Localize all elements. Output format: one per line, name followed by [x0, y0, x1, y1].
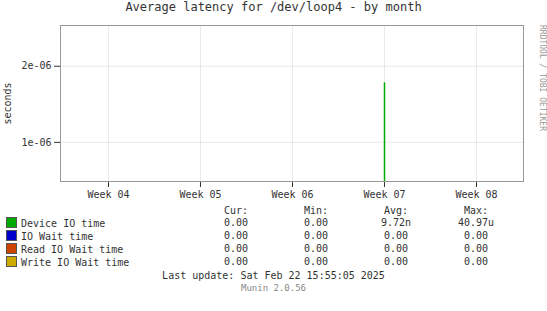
svg-text:1e-06: 1e-06 [21, 137, 51, 148]
html-text:Read IO Wait time: Read IO Wait time [21, 244, 124, 255]
html-text:Last update: Sat Feb 22 15:55:: Last update: Sat Feb 22 15:55:05 2025 [162, 270, 385, 281]
html-text:Avg:: Avg: [384, 205, 408, 216]
html-text:RRDTOOL / TOBI OETIKER: RRDTOOL / TOBI OETIKER [538, 25, 547, 131]
svg-text:Week 04: Week 04 [87, 189, 129, 200]
svg-text:2e-06: 2e-06 [21, 60, 51, 71]
svg-text:Week 05: Week 05 [179, 189, 221, 200]
html-text:0.00: 0.00 [384, 256, 408, 267]
html-text:0.00: 0.00 [304, 256, 328, 267]
html-text:0.00: 0.00 [384, 230, 408, 241]
html-text:0.00: 0.00 [304, 217, 328, 228]
html-text:Munin 2.0.56: Munin 2.0.56 [241, 283, 306, 293]
html-text:0.00: 0.00 [464, 256, 488, 267]
html-text:0.00: 0.00 [384, 243, 408, 254]
html-text:0.00: 0.00 [304, 243, 328, 254]
html-text:0.00: 0.00 [304, 230, 328, 241]
svg-text:Week 06: Week 06 [271, 189, 313, 200]
html-text:Max:: Max: [464, 205, 488, 216]
html-text:0.00: 0.00 [224, 256, 248, 267]
svg-text:seconds: seconds [2, 82, 13, 124]
html-text:Device IO time: Device IO time [21, 218, 106, 229]
html-text:40.97u: 40.97u [457, 217, 495, 228]
html-text:0.00: 0.00 [224, 217, 248, 228]
html-text:Min:: Min: [304, 205, 328, 216]
html-text:0.00: 0.00 [224, 230, 248, 241]
html-text:9.72n: 9.72n [380, 217, 411, 228]
html-text:Write IO Wait time: Write IO Wait time [21, 257, 130, 268]
html-text:IO Wait time: IO Wait time [21, 231, 94, 242]
svg-text:Week 07: Week 07 [363, 189, 405, 200]
html-text:0.00: 0.00 [464, 243, 488, 254]
html-text:Cur:: Cur: [224, 205, 248, 216]
html-text:0.00: 0.00 [224, 243, 248, 254]
html-text:0.00: 0.00 [464, 230, 488, 241]
svg-text:Week 08: Week 08 [455, 189, 497, 200]
html-text:Average latency for /dev/loop4: Average latency for /dev/loop4 - by mont… [125, 0, 422, 14]
